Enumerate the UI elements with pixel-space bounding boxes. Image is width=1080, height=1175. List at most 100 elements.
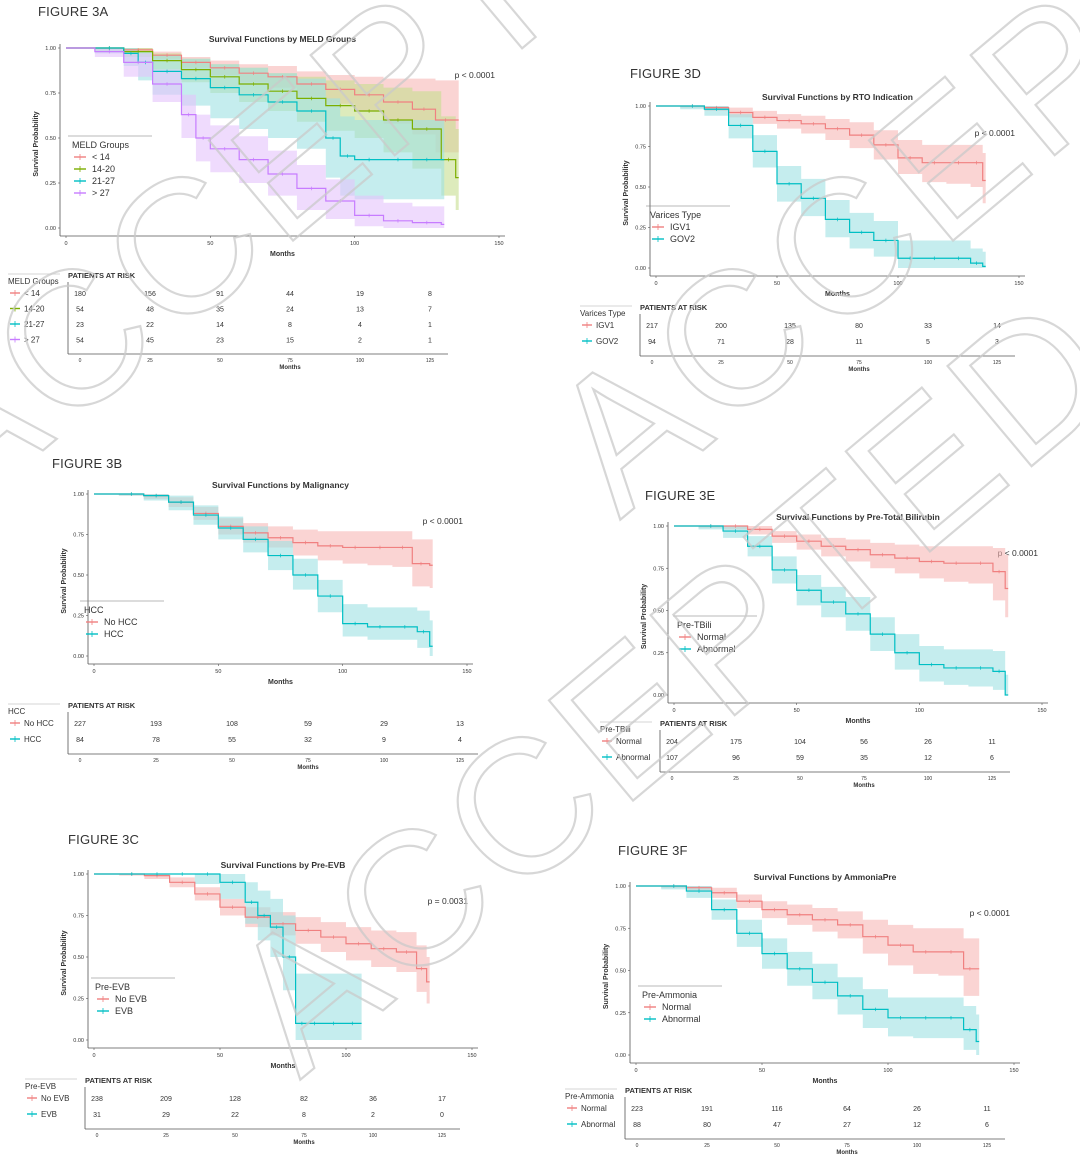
- risk-x-tick-label: 25: [147, 358, 153, 364]
- x-axis-label: Months: [813, 1078, 838, 1085]
- risk-table: PATIENTS AT RISK Varices Type IGV1 217 200 13…: [580, 303, 1015, 373]
- confidence-band: [94, 874, 430, 1004]
- risk-count: 0: [440, 1112, 444, 1119]
- risk-x-tick-label: 0: [636, 1143, 639, 1149]
- risk-table-title: PATIENTS AT RISK: [68, 701, 136, 710]
- risk-count: 55: [228, 737, 236, 744]
- risk-table-title: PATIENTS AT RISK: [68, 271, 136, 280]
- risk-count: 12: [924, 755, 932, 762]
- y-tick-label: 0.00: [635, 266, 646, 272]
- risk-row-label: IGV1: [596, 321, 615, 330]
- risk-x-tick-label: 75: [287, 358, 293, 364]
- figure-label: FIGURE 3F: [618, 843, 688, 858]
- risk-row-label: Normal: [616, 737, 642, 746]
- risk-count: 84: [76, 737, 84, 744]
- risk-count: 238: [91, 1096, 103, 1103]
- risk-count: 35: [860, 755, 868, 762]
- x-tick-label: 0: [634, 1068, 637, 1074]
- risk-x-tick-label: 100: [369, 1133, 378, 1139]
- p-value: p < 0.0001: [975, 128, 1016, 138]
- survival-curve: [636, 885, 980, 970]
- risk-count: 36: [369, 1096, 377, 1103]
- x-tick-label: 150: [494, 241, 503, 247]
- y-tick-label: 0.00: [45, 226, 56, 232]
- y-tick-label: 0.75: [73, 533, 84, 539]
- risk-count: 96: [732, 755, 740, 762]
- risk-x-tick-label: 100: [356, 358, 365, 364]
- risk-x-tick-label: 25: [704, 1143, 710, 1149]
- risk-group-title: HCC: [8, 707, 26, 716]
- risk-count: 1: [428, 322, 432, 329]
- risk-count: 54: [76, 307, 84, 314]
- risk-x-tick-label: 125: [438, 1133, 447, 1139]
- x-tick-label: 100: [338, 669, 347, 675]
- risk-count: 4: [458, 737, 462, 744]
- legend-label: GOV2: [670, 234, 695, 244]
- risk-count: 217: [646, 323, 658, 330]
- risk-count: 91: [216, 291, 224, 298]
- risk-row-label: Abnormal: [616, 753, 650, 762]
- risk-count: 13: [356, 307, 364, 314]
- confidence-band: [636, 886, 980, 996]
- risk-count: 22: [146, 322, 154, 329]
- chart-title: Survival Functions by Pre-Total Bilirubi…: [776, 512, 940, 522]
- risk-x-tick-label: 100: [924, 776, 933, 782]
- legend-title: Varices Type: [650, 210, 701, 220]
- risk-x-tick-label: 25: [153, 758, 159, 764]
- risk-count: 78: [152, 737, 160, 744]
- risk-x-tick-label: 0: [96, 1133, 99, 1139]
- risk-group-title: Pre-Ammonia: [565, 1092, 614, 1101]
- confidence-band: [674, 526, 1009, 695]
- risk-count: 45: [146, 338, 154, 345]
- legend-label: Normal: [662, 1002, 691, 1012]
- risk-count: 47: [773, 1122, 781, 1129]
- risk-x-tick-label: 75: [301, 1133, 307, 1139]
- risk-count: 80: [855, 323, 863, 330]
- risk-count: 104: [794, 739, 806, 746]
- x-tick-label: 0: [92, 1053, 95, 1059]
- risk-x-tick-label: 75: [305, 758, 311, 764]
- confidence-band: [94, 494, 433, 656]
- risk-count: 88: [633, 1122, 641, 1129]
- risk-count: 175: [730, 739, 742, 746]
- y-tick-label: 0.75: [635, 145, 646, 151]
- risk-count: 9: [382, 737, 386, 744]
- risk-x-tick-label: 125: [456, 758, 465, 764]
- chart-title: Survival Functions by RTO Indication: [762, 92, 913, 102]
- legend-label: IGV1: [670, 222, 691, 232]
- risk-x-tick-label: 50: [229, 758, 235, 764]
- risk-count: 6: [985, 1122, 989, 1129]
- legend-label: Abnormal: [662, 1014, 701, 1024]
- y-tick-label: 0.25: [615, 1011, 626, 1017]
- legend: Pre-EVB No EVB EVB: [91, 977, 175, 1016]
- legend-label: 14-20: [92, 164, 115, 174]
- y-tick-label: 0.50: [653, 609, 664, 615]
- risk-count: 227: [74, 721, 86, 728]
- km-plot: Survival Functions by AmmoniaPre p < 0.00…: [603, 872, 1020, 1085]
- x-tick-label: 0: [92, 669, 95, 675]
- risk-x-tick-label: 25: [718, 360, 724, 366]
- risk-x-axis-label: Months: [297, 765, 319, 771]
- risk-x-tick-label: 0: [651, 360, 654, 366]
- x-tick-label: 50: [774, 281, 780, 287]
- risk-x-axis-label: Months: [293, 1140, 315, 1146]
- km-plot: Survival Functions by Malignancy p < 0.00…: [61, 480, 473, 686]
- risk-count: 80: [703, 1122, 711, 1129]
- risk-count: 11: [855, 339, 862, 346]
- survival-curve: [674, 525, 1009, 590]
- risk-count: 82: [300, 1096, 308, 1103]
- y-tick-label: 1.00: [615, 884, 626, 890]
- legend-title: MELD Groups: [72, 140, 130, 150]
- risk-table-title: PATIENTS AT RISK: [85, 1076, 153, 1085]
- confidence-band: [94, 874, 362, 1040]
- km-plot: Survival Functions by MELD Groups p < 0.0…: [33, 34, 505, 258]
- x-tick-label: 150: [1037, 708, 1046, 714]
- x-tick-label: 100: [883, 1068, 892, 1074]
- risk-count: 116: [771, 1106, 782, 1113]
- chart-title: Survival Functions by MELD Groups: [209, 34, 357, 44]
- risk-x-tick-label: 50: [787, 360, 793, 366]
- y-axis-label: Survival Probability: [61, 930, 68, 995]
- y-tick-label: 0.75: [73, 914, 84, 920]
